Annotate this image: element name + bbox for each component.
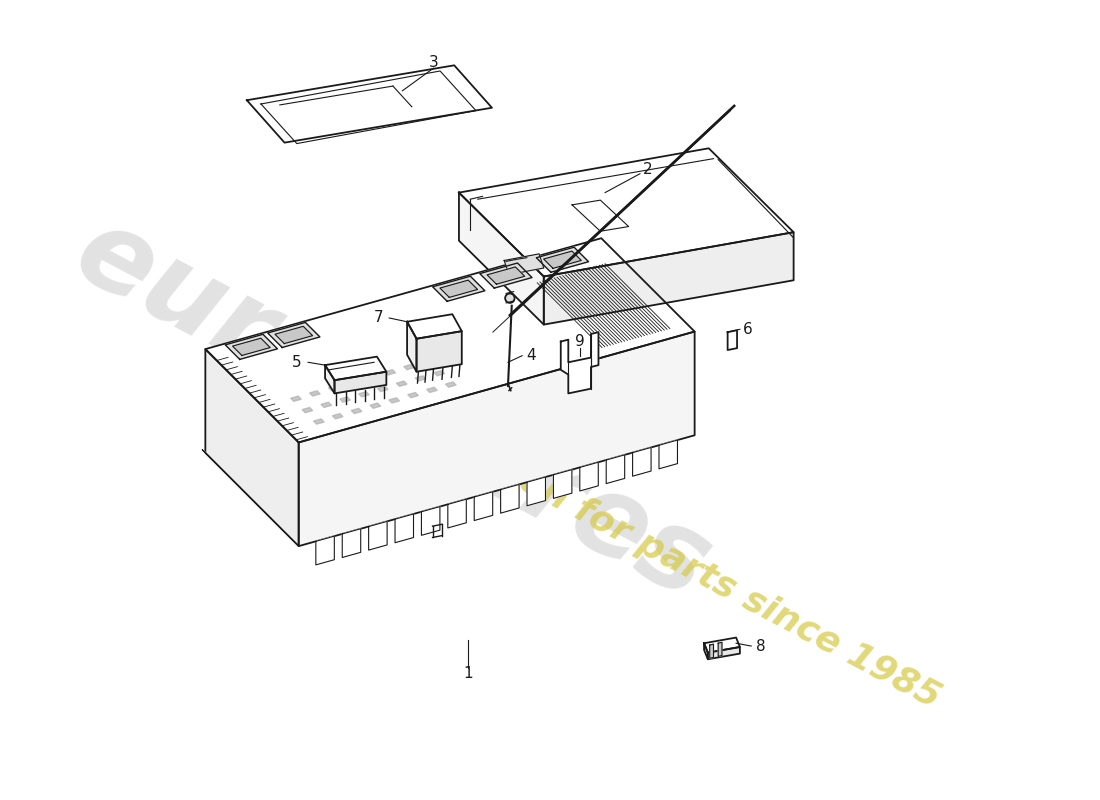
Text: 5: 5 (292, 354, 301, 370)
Polygon shape (275, 522, 292, 539)
Polygon shape (232, 338, 271, 355)
Polygon shape (727, 330, 737, 350)
Polygon shape (415, 376, 426, 381)
Polygon shape (246, 66, 492, 142)
Polygon shape (707, 647, 740, 659)
Polygon shape (206, 238, 694, 442)
Polygon shape (417, 331, 462, 372)
Polygon shape (710, 644, 714, 658)
Text: a passion for parts since 1985: a passion for parts since 1985 (387, 396, 946, 715)
Polygon shape (504, 254, 543, 274)
Polygon shape (432, 276, 485, 302)
Text: 9: 9 (574, 334, 584, 349)
Polygon shape (659, 440, 678, 469)
Polygon shape (223, 470, 240, 487)
Polygon shape (206, 349, 299, 546)
Polygon shape (302, 407, 312, 413)
Text: 4: 4 (527, 348, 537, 363)
Polygon shape (348, 380, 358, 386)
Polygon shape (370, 403, 381, 408)
Polygon shape (704, 638, 740, 653)
Polygon shape (264, 512, 282, 529)
Polygon shape (326, 357, 386, 380)
Polygon shape (474, 492, 493, 521)
Polygon shape (275, 326, 312, 343)
Polygon shape (553, 470, 572, 498)
Polygon shape (606, 455, 625, 483)
Polygon shape (407, 322, 417, 372)
Circle shape (505, 294, 515, 303)
Polygon shape (377, 386, 388, 392)
Polygon shape (448, 499, 466, 528)
Polygon shape (212, 460, 229, 477)
Polygon shape (314, 419, 324, 424)
Polygon shape (316, 536, 334, 565)
Polygon shape (446, 382, 456, 387)
Polygon shape (340, 397, 351, 402)
Polygon shape (233, 481, 250, 498)
Polygon shape (267, 322, 320, 347)
Text: 8: 8 (756, 638, 766, 654)
Polygon shape (561, 332, 598, 394)
Polygon shape (434, 370, 444, 376)
Polygon shape (389, 398, 399, 403)
Text: 3: 3 (429, 55, 439, 70)
Polygon shape (632, 447, 651, 476)
Polygon shape (480, 263, 532, 288)
Polygon shape (718, 642, 722, 657)
Polygon shape (334, 372, 386, 394)
Text: 2: 2 (642, 162, 652, 177)
Polygon shape (537, 247, 588, 272)
Polygon shape (351, 408, 362, 414)
Text: eurospares: eurospares (57, 198, 728, 622)
Polygon shape (244, 491, 261, 508)
Polygon shape (359, 392, 370, 397)
Polygon shape (421, 506, 440, 535)
Polygon shape (487, 267, 525, 284)
Text: 1: 1 (463, 666, 473, 681)
Polygon shape (422, 359, 433, 364)
Polygon shape (202, 450, 219, 466)
Polygon shape (500, 485, 519, 513)
Polygon shape (396, 381, 407, 386)
Polygon shape (527, 477, 546, 506)
Polygon shape (408, 393, 418, 398)
Polygon shape (459, 148, 793, 277)
Polygon shape (440, 280, 477, 298)
Polygon shape (332, 414, 343, 419)
Polygon shape (326, 365, 334, 394)
Polygon shape (299, 331, 694, 546)
Polygon shape (385, 370, 396, 375)
Polygon shape (290, 396, 301, 402)
Text: 6: 6 (742, 322, 752, 337)
Polygon shape (459, 193, 543, 325)
Polygon shape (580, 462, 598, 491)
Polygon shape (404, 365, 415, 370)
Polygon shape (366, 375, 376, 380)
Polygon shape (368, 522, 387, 550)
Polygon shape (321, 402, 331, 407)
Polygon shape (395, 514, 414, 542)
Polygon shape (427, 387, 438, 393)
Polygon shape (309, 391, 320, 396)
Polygon shape (407, 314, 462, 338)
Polygon shape (342, 529, 361, 558)
Text: 7: 7 (374, 310, 384, 326)
Polygon shape (704, 643, 707, 659)
Polygon shape (329, 386, 339, 390)
Polygon shape (543, 251, 581, 268)
Polygon shape (226, 334, 277, 359)
Polygon shape (543, 232, 793, 325)
Polygon shape (254, 502, 271, 518)
